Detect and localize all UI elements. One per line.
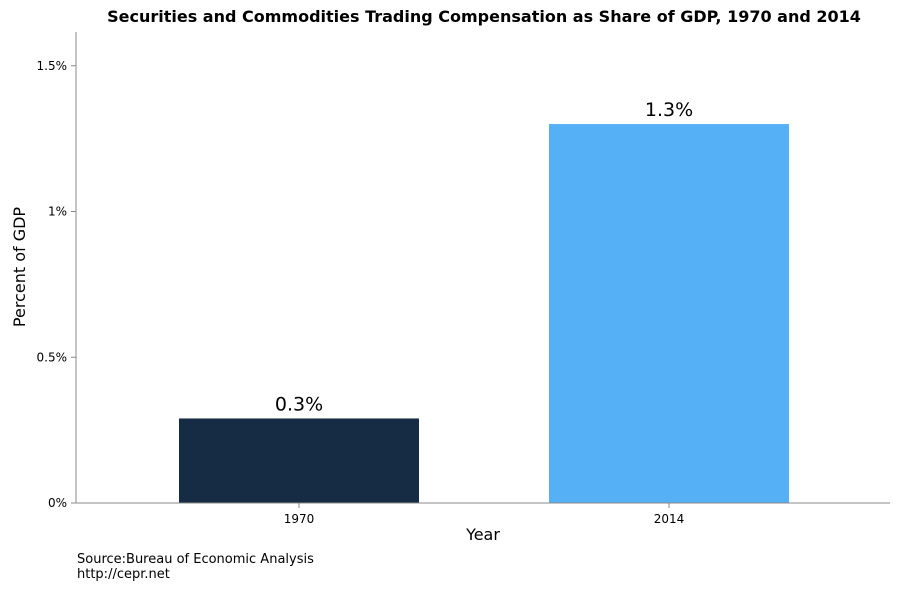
bar-2014 bbox=[549, 124, 789, 504]
data-label-2014: 1.3% bbox=[645, 99, 693, 121]
source-note: Source:Bureau of Economic Analysis http:… bbox=[77, 552, 314, 582]
chart-title: Securities and Commodities Trading Compe… bbox=[107, 7, 861, 26]
bar-1970 bbox=[179, 418, 419, 503]
bars-group: 0.3% 1.3% bbox=[179, 99, 789, 504]
y-tick-label: 0.5% bbox=[37, 350, 68, 364]
y-axis: 0% 0.5% 1% 1.5% bbox=[37, 32, 77, 510]
data-label-1970: 0.3% bbox=[275, 393, 323, 415]
x-tick-label-2014: 2014 bbox=[654, 512, 685, 526]
y-tick-label: 1.5% bbox=[37, 59, 68, 73]
x-tick-label-1970: 1970 bbox=[284, 512, 315, 526]
x-axis: 1970 2014 bbox=[284, 503, 685, 526]
y-tick-label: 1% bbox=[48, 205, 67, 219]
source-text: Source:Bureau of Economic Analysis bbox=[77, 552, 314, 567]
y-tick-label: 0% bbox=[48, 496, 67, 510]
x-axis-label: Year bbox=[465, 525, 500, 544]
y-axis-label: Percent of GDP bbox=[10, 207, 29, 328]
source-url: http://cepr.net bbox=[77, 567, 170, 582]
